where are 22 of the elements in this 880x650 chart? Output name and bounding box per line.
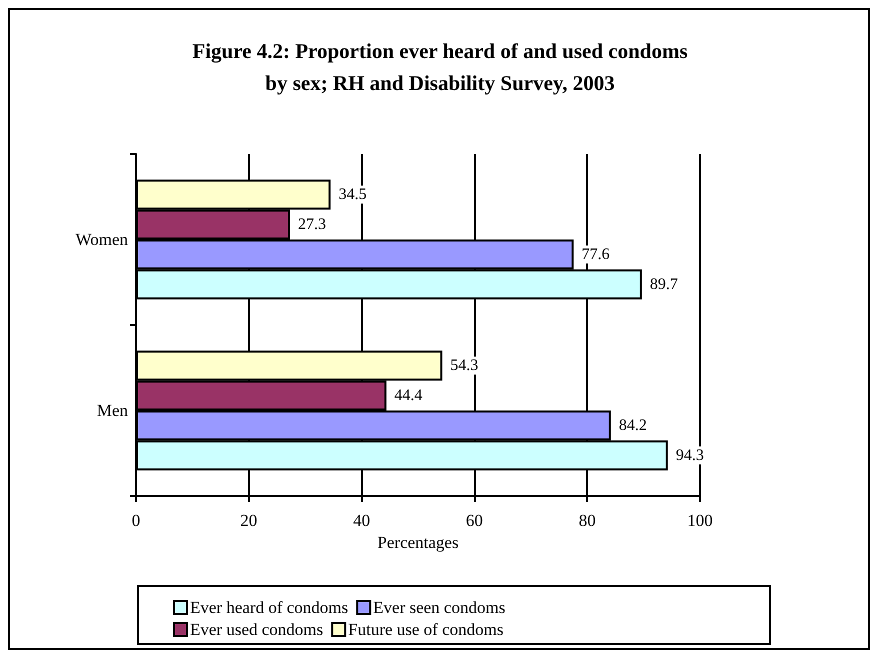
x-axis-title: Percentages — [377, 532, 459, 552]
x-tick-label: 40 — [353, 511, 370, 530]
legend-label: Ever heard of condoms — [190, 598, 348, 617]
data-label: 27.3 — [298, 216, 326, 234]
chart-title: Figure 4.2: Proportion ever heard of and used condoms by sex; RH and Disability Survey, 2003 — [192, 39, 688, 95]
x-tick-label: 0 — [132, 511, 140, 530]
x-tick-label: 80 — [578, 511, 596, 530]
legend-label: Future use of condoms — [348, 620, 504, 639]
x-tick-label: 100 — [687, 511, 713, 530]
legend-label: Ever used condoms — [190, 620, 324, 639]
legend-label: Ever seen condoms — [373, 598, 506, 617]
x-tick-label: 60 — [466, 511, 483, 530]
data-label: 54.3 — [450, 357, 478, 374]
data-label: 44.4 — [394, 387, 422, 404]
data-label: 34.5 — [338, 186, 367, 204]
data-label: 89.7 — [650, 276, 678, 293]
data-label: 94.3 — [676, 446, 704, 464]
y-tick-label: Men — [96, 401, 128, 420]
data-label: 77.6 — [582, 246, 610, 263]
y-tick-label: Women — [76, 230, 128, 249]
x-tick-label: 20 — [240, 511, 258, 530]
data-label: 84.2 — [618, 416, 647, 434]
